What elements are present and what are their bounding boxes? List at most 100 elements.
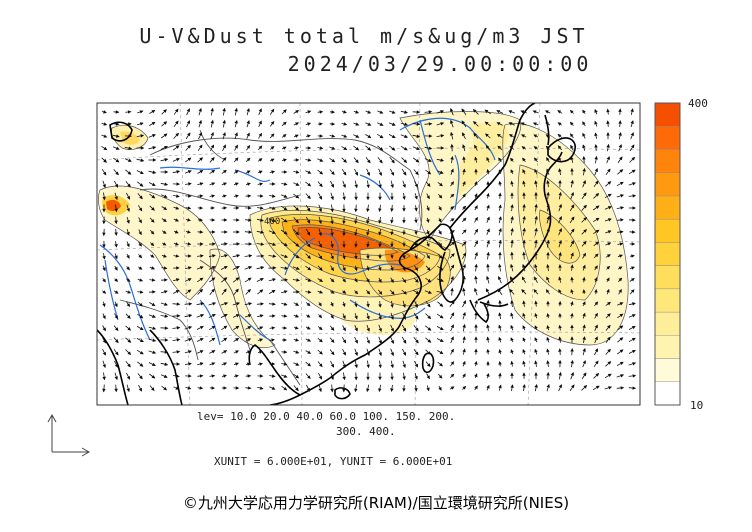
wind-arrow-head	[508, 134, 513, 138]
wind-arrow-head	[390, 231, 394, 236]
wind-arrow-head	[198, 132, 202, 136]
wind-arrow-head	[498, 263, 502, 268]
wind-arrow-head	[342, 339, 347, 344]
wind-arrow-head	[330, 183, 335, 188]
wind-arrow-head	[486, 228, 490, 233]
wind-arrow-head	[115, 122, 120, 126]
wind-arrow-head	[606, 277, 610, 282]
colorbar-frame	[654, 102, 681, 406]
wind-arrow-head	[330, 339, 335, 343]
wind-arrow-head	[175, 242, 179, 246]
wind-arrow-head	[522, 203, 526, 208]
wind-arrow-head	[415, 327, 419, 332]
wind-arrow-head	[462, 229, 467, 234]
wind-arrow-head	[223, 362, 228, 366]
wind-arrow-head	[606, 143, 610, 148]
wind-arrow-head	[366, 243, 370, 248]
wind-arrow-head	[223, 337, 228, 342]
wind-arrow-head	[415, 159, 420, 163]
wind-arrow-head	[126, 388, 130, 393]
wind-arrow-head	[127, 363, 131, 368]
wind-arrow-head	[223, 194, 227, 198]
colorbar-swatch	[654, 358, 681, 382]
wind-arrow-head	[632, 182, 637, 186]
wind-arrow-head	[594, 336, 598, 341]
wind-arrow-head	[235, 325, 240, 330]
wind-arrow-head	[427, 327, 432, 331]
wind-arrow-head	[509, 288, 513, 293]
wind-arrow-head	[246, 120, 250, 124]
wind-arrow-head	[246, 170, 251, 174]
wind-arrow-head	[199, 230, 204, 234]
wind-arrow-head	[378, 231, 382, 236]
wind-arrow-head	[236, 230, 240, 234]
wind-arrow-head	[330, 255, 334, 260]
wind-arrow-head	[630, 120, 634, 124]
wind-arrow-head	[127, 171, 132, 175]
wind-arrow-head	[307, 158, 312, 162]
wind-arrow-head	[496, 122, 501, 126]
wind-arrow-head	[607, 168, 611, 173]
wind-arrow-head	[188, 350, 192, 354]
wind-arrow-head	[103, 134, 108, 138]
wind-arrow-head	[620, 230, 624, 234]
wind-arrow-head	[354, 196, 358, 201]
wind-arrow-head	[534, 191, 538, 196]
wind-arrow-head	[354, 184, 358, 189]
wind-arrow-head	[139, 338, 144, 343]
wind-arrow-head	[414, 375, 418, 380]
wind-arrow-head	[163, 374, 168, 378]
wind-arrow-head	[620, 374, 625, 378]
wind-arrow-head	[485, 288, 490, 293]
wind-arrow-head	[415, 339, 419, 344]
wind-arrow-head	[378, 376, 382, 381]
wind-arrow-head	[150, 254, 155, 258]
wind-arrow-head	[126, 220, 130, 224]
wind-arrow-head	[283, 109, 287, 114]
wind-arrow-head	[152, 134, 156, 138]
wind-arrow-head	[176, 170, 181, 174]
wind-arrow-head	[510, 300, 514, 304]
wind-arrow-head	[175, 206, 180, 210]
wind-arrow-head	[474, 181, 478, 185]
wind-arrow-head	[522, 227, 526, 232]
wind-arrow-head	[607, 301, 611, 306]
wind-arrow-head	[474, 156, 478, 161]
wind-arrow-head	[211, 218, 216, 222]
wind-arrow-head	[474, 348, 478, 353]
wind-arrow-head	[402, 364, 406, 369]
wind-arrow-head	[284, 266, 289, 270]
wind-arrow-head	[224, 302, 229, 306]
wind-arrow-head	[211, 325, 216, 330]
wind-arrow-head	[235, 288, 239, 293]
wind-arrow-head	[522, 337, 526, 342]
wind-arrow-head	[557, 122, 562, 126]
wind-arrow-head	[342, 171, 347, 176]
wind-arrow-head	[416, 110, 421, 114]
wind-arrow-head	[451, 241, 455, 246]
wind-arrow-head	[594, 348, 599, 353]
wind-arrow-head	[582, 179, 586, 184]
wind-arrow-head	[402, 304, 406, 308]
wind-arrow-head	[210, 119, 214, 124]
wind-arrow-head	[319, 290, 324, 294]
wind-arrow-head	[151, 207, 155, 211]
wind-arrow-head	[367, 122, 372, 126]
wind-arrow-head	[486, 336, 490, 341]
wind-arrow-head	[570, 228, 575, 233]
wind-arrow-head	[546, 383, 550, 388]
wind-arrow-head	[152, 170, 157, 174]
wind-arrow-head	[246, 107, 250, 112]
colorbar-swatch	[654, 265, 681, 290]
wind-arrow-head	[140, 158, 145, 162]
wind-arrow-head	[428, 110, 433, 114]
wind-arrow-head	[175, 120, 179, 125]
colorbar-swatch	[654, 195, 681, 220]
wind-arrow-head	[404, 122, 409, 126]
wind-arrow-head	[187, 170, 192, 174]
wind-arrow-head	[558, 300, 562, 305]
wind-arrow-head	[236, 302, 241, 306]
wind-arrow-head	[606, 288, 610, 293]
map-panel: 400	[97, 103, 640, 405]
wind-arrow-head	[390, 184, 394, 189]
